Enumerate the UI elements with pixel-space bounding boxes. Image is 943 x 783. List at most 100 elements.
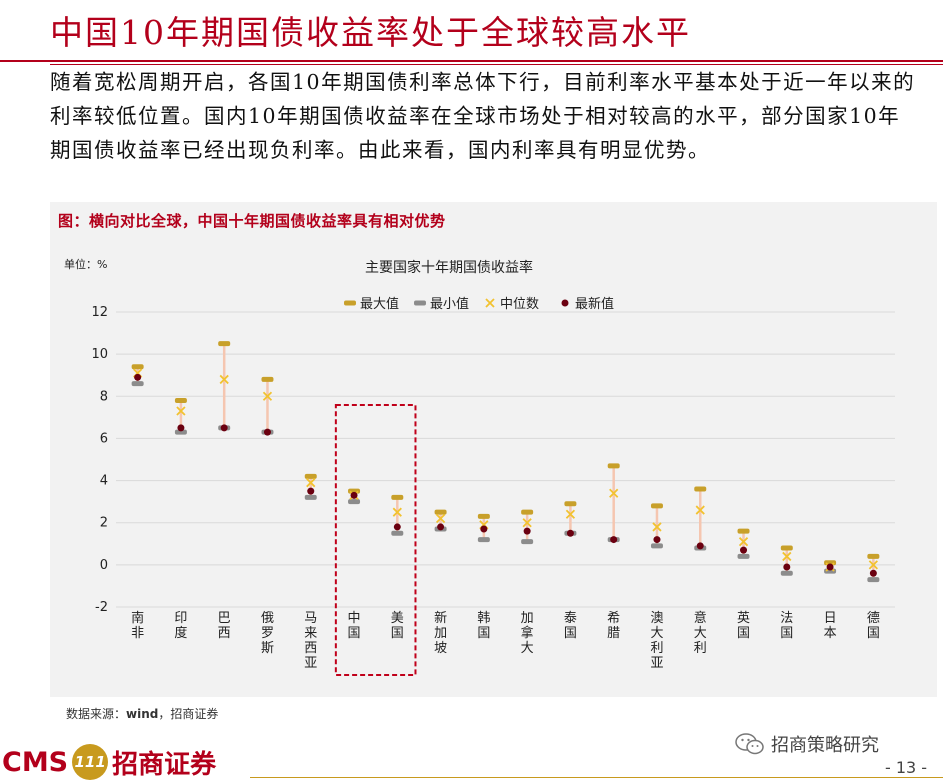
- latest-marker: [177, 424, 185, 432]
- legend-marker-latest: [561, 299, 569, 307]
- footer-rule: [250, 777, 943, 778]
- x-tick-label: 巴西: [218, 611, 231, 641]
- min-marker: [174, 429, 187, 435]
- title-rule-thin: [50, 64, 943, 65]
- max-marker: [174, 398, 187, 403]
- latest-marker: [653, 536, 661, 544]
- max-marker: [867, 553, 880, 559]
- x-tick-label: 英国: [737, 611, 750, 641]
- median-marker: [176, 406, 186, 416]
- cms-logo: CMS 111 招商证券: [2, 742, 216, 782]
- x-tick-label: 意大利: [694, 610, 707, 656]
- logo-cms-text: CMS: [2, 746, 69, 778]
- median-marker: [435, 513, 446, 524]
- latest-marker: [480, 525, 488, 533]
- latest-marker: [437, 523, 445, 531]
- x-tick-label: 澳大利亚: [650, 610, 663, 671]
- x-tick-label: 法国: [780, 611, 793, 641]
- wechat-watermark: 招商策略研究: [735, 731, 879, 757]
- max-marker: [131, 364, 144, 370]
- latest-marker: [307, 487, 315, 495]
- latest-marker: [610, 536, 618, 544]
- max-marker: [521, 509, 534, 515]
- x-tick-label: 南非: [131, 610, 144, 641]
- median-marker: [868, 560, 878, 570]
- max-marker: [304, 473, 317, 479]
- title-rule: [0, 60, 943, 62]
- max-marker: [434, 509, 447, 515]
- x-tick-label: 德国: [867, 611, 880, 641]
- source-bold: wind: [126, 707, 159, 721]
- y-tick-label: 10: [91, 347, 108, 362]
- source-prefix: 数据来源：: [66, 707, 127, 721]
- latest-marker: [740, 546, 748, 554]
- latest-marker: [783, 563, 791, 571]
- latest-marker: [263, 428, 271, 436]
- max-marker: [737, 528, 750, 534]
- min-marker: [867, 577, 880, 583]
- min-marker: [521, 539, 534, 545]
- figure-caption: 图：横向对比全球，中国十年期国债收益率具有相对优势: [58, 212, 446, 230]
- max-marker: [694, 486, 707, 492]
- median-marker: [738, 537, 749, 547]
- latest-marker: [393, 523, 401, 531]
- highlight-box: [334, 404, 417, 676]
- min-marker: [131, 381, 144, 387]
- wechat-icon: [735, 733, 764, 755]
- x-tick-label: 泰国: [564, 611, 577, 641]
- x-tick-label: 中国: [348, 611, 361, 641]
- source-suffix: ，招商证券: [158, 707, 219, 721]
- logo-badge-icon: 111: [72, 744, 109, 780]
- figure-panel: [50, 202, 937, 697]
- max-marker: [391, 494, 404, 500]
- median-marker: [306, 478, 316, 488]
- logo-cn-text: 招商证券: [112, 749, 217, 780]
- latest-marker: [566, 529, 574, 537]
- latest-marker: [826, 563, 834, 571]
- min-marker: [304, 494, 317, 500]
- y-tick-label: -2: [95, 600, 108, 615]
- y-tick-label: 8: [100, 389, 108, 404]
- median-marker: [782, 551, 792, 562]
- legend-label: 最新值: [575, 296, 614, 312]
- median-marker: [609, 488, 619, 498]
- latest-marker: [220, 424, 228, 432]
- x-tick-label: 韩国: [477, 611, 490, 641]
- latest-marker: [134, 373, 142, 381]
- latest-marker: [696, 542, 704, 550]
- latest-marker: [523, 527, 531, 535]
- median-marker: [392, 507, 402, 517]
- x-tick-label: 马来西亚: [304, 611, 317, 671]
- y-tick-label: 0: [100, 558, 108, 573]
- median-marker: [522, 518, 532, 528]
- min-marker: [650, 543, 663, 549]
- legend-label: 最大值: [360, 296, 399, 312]
- data-source: 数据来源：wind，招商证券: [66, 705, 218, 722]
- y-tick-label: 6: [100, 431, 108, 446]
- min-marker: [391, 530, 404, 536]
- legend-label: 最小值: [430, 296, 469, 312]
- max-marker: [607, 463, 620, 469]
- median-marker: [695, 505, 705, 515]
- x-tick-label: 希腊: [607, 611, 620, 641]
- median-marker: [652, 522, 662, 532]
- max-marker: [564, 501, 577, 507]
- unit-label: 单位：%: [64, 258, 108, 271]
- x-tick-label: 印度: [174, 611, 187, 641]
- y-tick-label: 12: [91, 305, 108, 320]
- latest-marker: [350, 491, 358, 499]
- page-title: 中国10年期国债收益率处于全球较高水平: [50, 13, 691, 52]
- y-tick-label: 2: [100, 516, 108, 531]
- chart-title: 主要国家十年期国债收益率: [365, 260, 533, 276]
- max-marker: [477, 513, 490, 519]
- median-marker: [262, 391, 273, 401]
- max-marker: [218, 341, 231, 347]
- x-tick-label: 美国: [391, 611, 404, 641]
- x-tick-label: 俄罗斯: [261, 611, 274, 656]
- min-marker: [477, 537, 490, 543]
- intro-paragraph: 随着宽松周期开启，各国10年期国债利率总体下行，目前利率水平基本处于近一年以来的…: [50, 70, 916, 162]
- median-marker: [219, 374, 229, 385]
- y-tick-label: 4: [100, 474, 108, 489]
- max-marker: [780, 545, 793, 551]
